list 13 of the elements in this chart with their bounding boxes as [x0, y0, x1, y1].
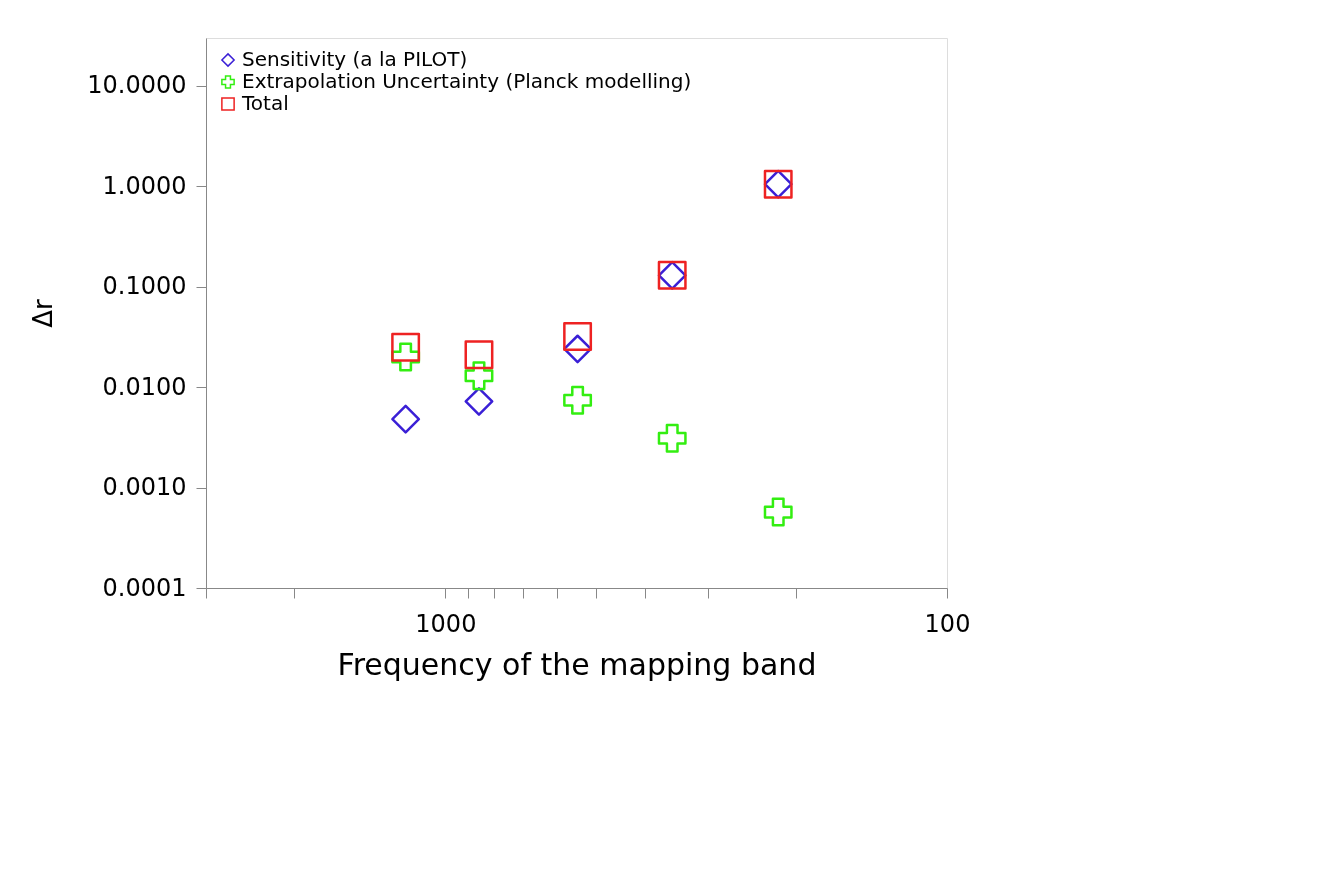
- y-axis-title: Δr: [28, 298, 59, 328]
- legend-label: Total: [241, 91, 289, 115]
- y-tick-label: 1.0000: [102, 171, 187, 200]
- y-tick-label: 0.0001: [102, 573, 187, 602]
- y-tick-label: 10.0000: [87, 71, 187, 100]
- y-tick-label: 0.0010: [102, 473, 187, 502]
- x-tick-label: 1000: [415, 609, 477, 638]
- legend-label: Extrapolation Uncertainty (Planck modelling): [242, 69, 692, 93]
- x-axis-title: Frequency of the mapping band: [337, 646, 817, 682]
- y-tick-label: 0.0100: [102, 372, 187, 401]
- legend-label: Sensitivity (a la PILOT): [242, 47, 468, 71]
- y-tick-label: 0.1000: [102, 272, 187, 301]
- x-tick-label: 100: [924, 609, 971, 638]
